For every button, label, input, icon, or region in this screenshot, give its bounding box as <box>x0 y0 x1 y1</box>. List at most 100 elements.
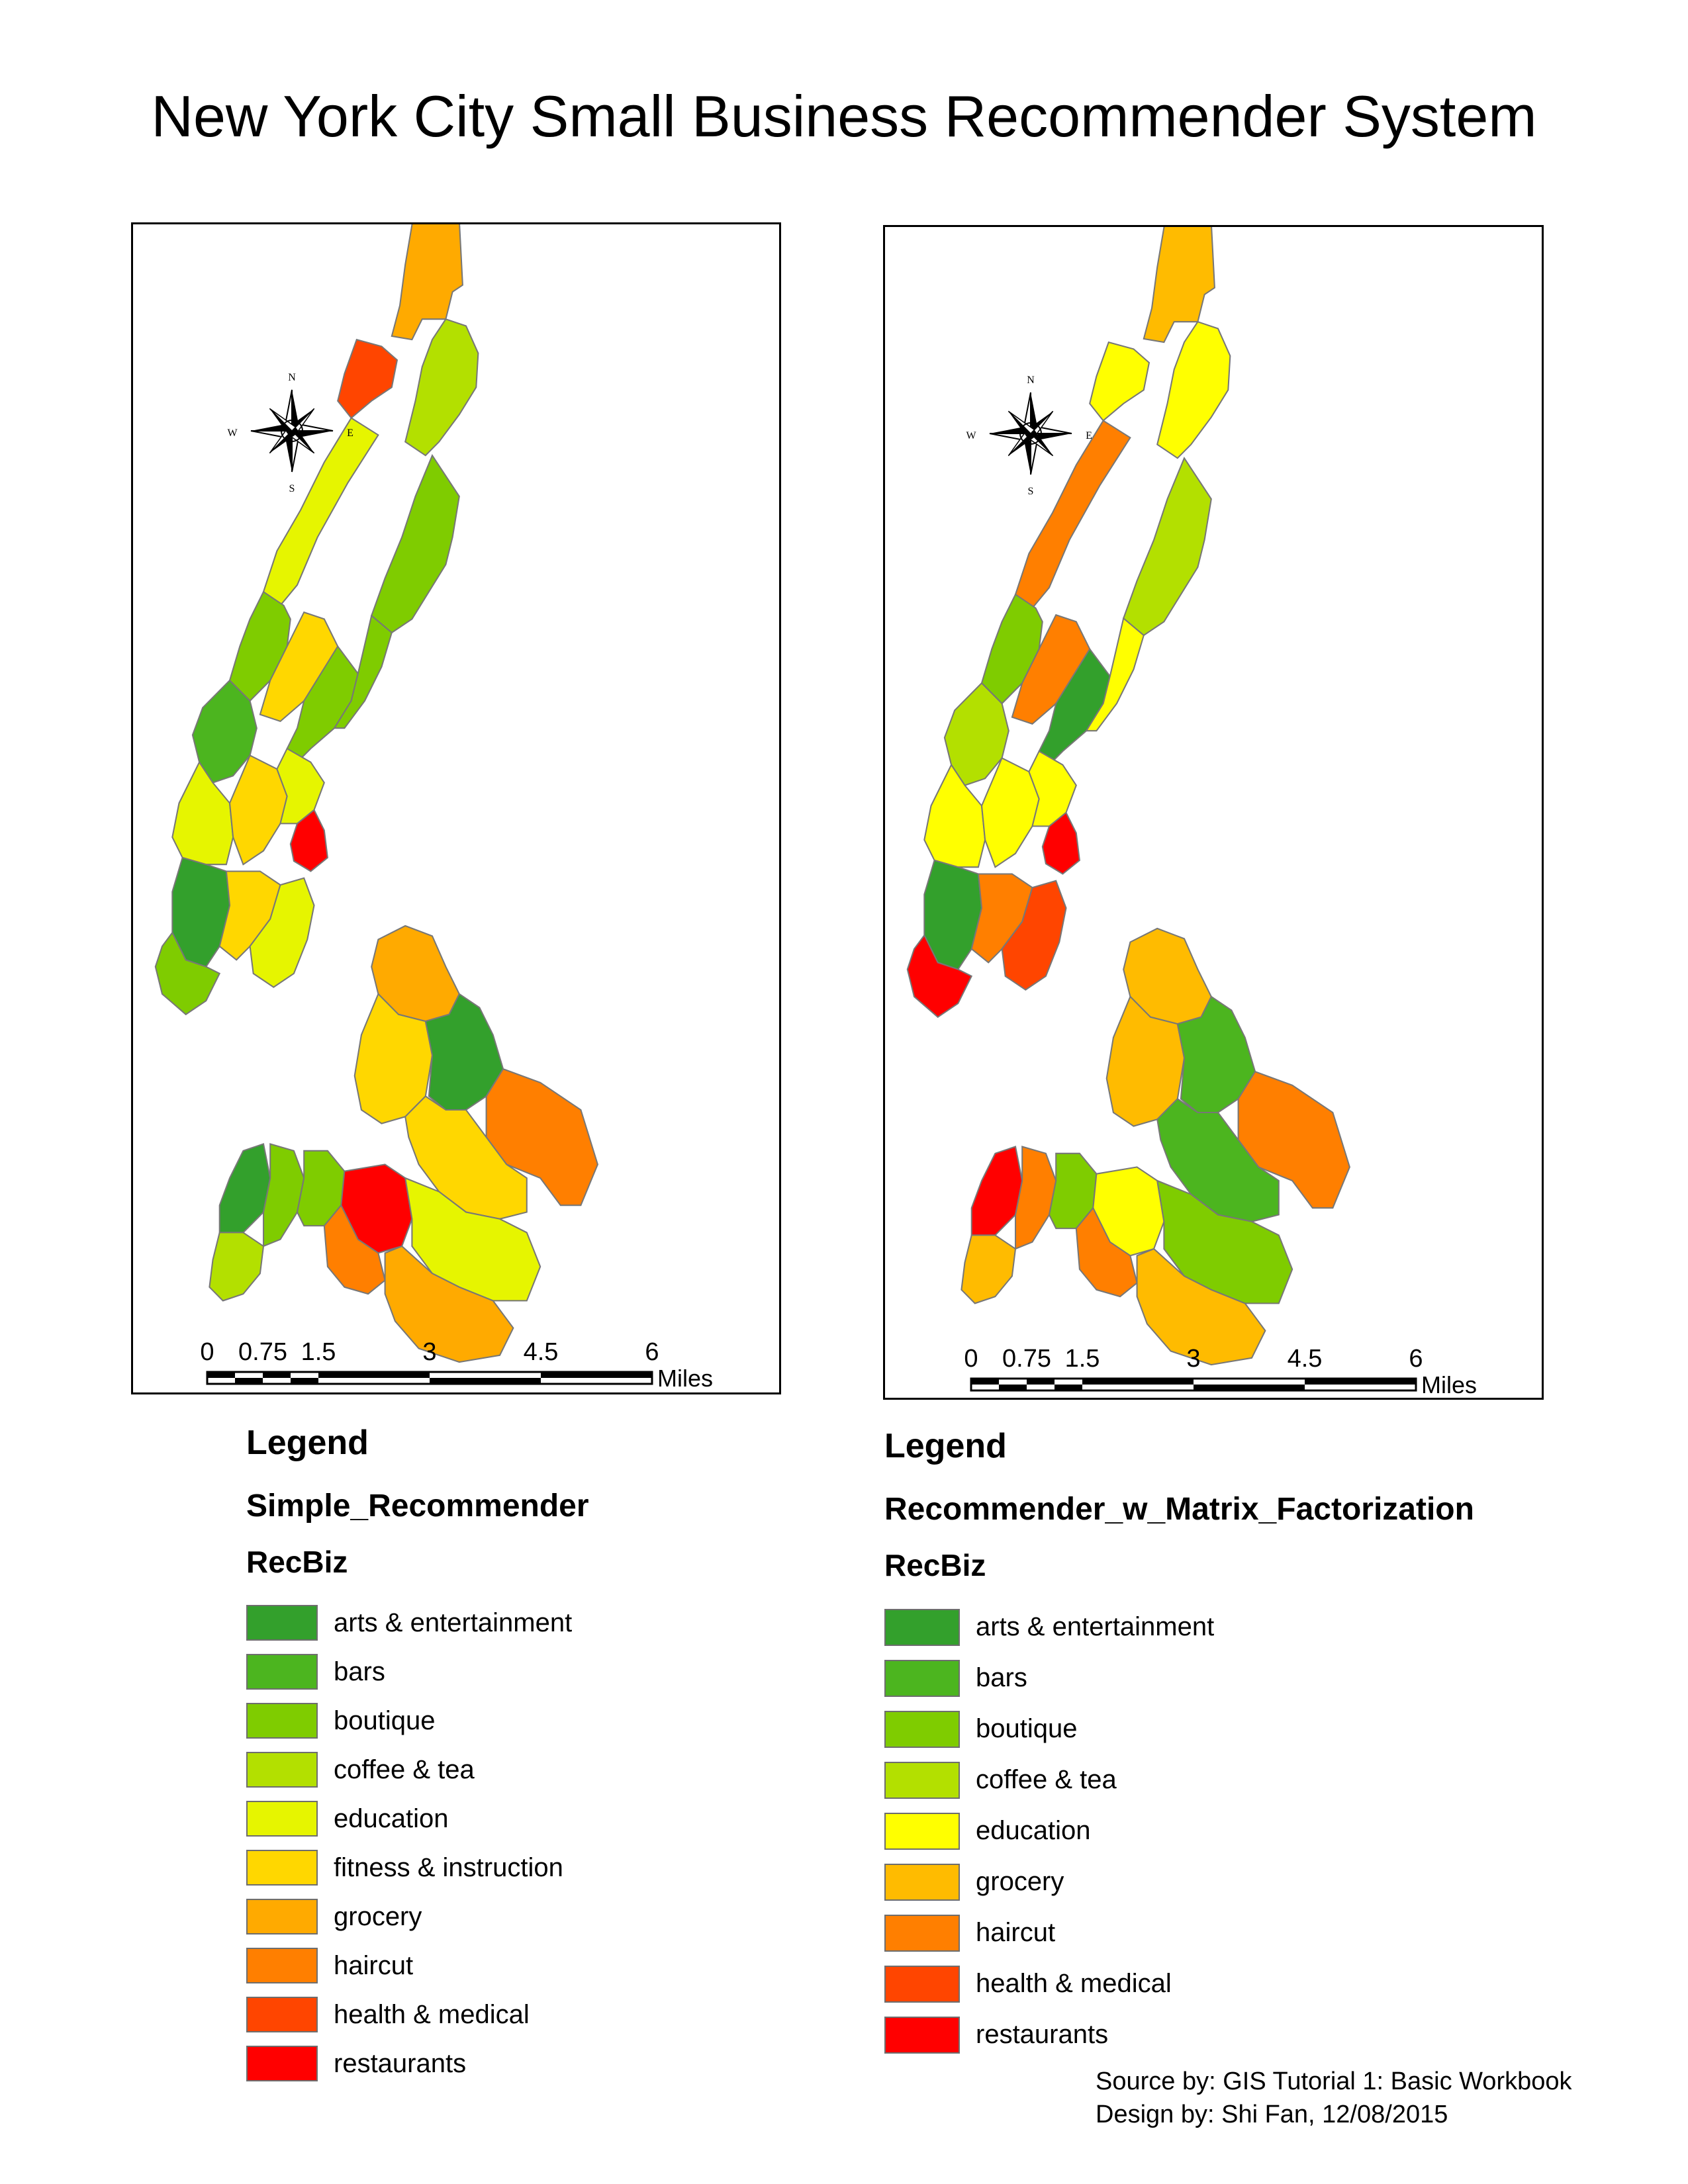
legend-swatch <box>884 1812 960 1850</box>
map-region[interactable] <box>171 760 234 866</box>
compass-label-n: N <box>1027 375 1035 386</box>
map-region[interactable] <box>370 454 460 634</box>
legend-item: coffee & tea <box>246 1745 589 1794</box>
map-region[interactable] <box>384 1245 514 1363</box>
scale-tick-label: 0.75 <box>238 1338 287 1366</box>
map-region[interactable] <box>228 590 291 702</box>
map-region[interactable] <box>1143 227 1215 343</box>
legend-field-name: RecBiz <box>246 1545 348 1579</box>
map-region[interactable] <box>154 931 221 1016</box>
map-region[interactable] <box>1041 811 1080 875</box>
map-region[interactable] <box>337 338 399 420</box>
map-region[interactable] <box>333 614 393 729</box>
map-region[interactable] <box>1156 1098 1280 1222</box>
scale-unit-label: Miles <box>657 1365 713 1392</box>
map-region[interactable] <box>1122 457 1212 637</box>
map-region[interactable] <box>262 1143 305 1248</box>
scale-unit-label: Miles <box>1421 1371 1477 1398</box>
map-region[interactable] <box>262 417 379 607</box>
map-region[interactable] <box>906 934 973 1019</box>
legend-label: education <box>334 1803 449 1833</box>
map-region[interactable] <box>323 1204 386 1295</box>
legend-label: health & medical <box>334 1999 530 2029</box>
scale-tick-label: 4.5 <box>524 1338 559 1366</box>
map-region[interactable] <box>923 763 986 868</box>
legend-label: coffee & tea <box>334 1754 475 1784</box>
map-region[interactable] <box>209 1232 265 1302</box>
legend-swatch <box>246 1654 318 1690</box>
map-region[interactable] <box>961 1234 1017 1304</box>
legend-item: bars <box>884 1653 1474 1704</box>
map-regions <box>906 227 1350 1366</box>
map-frame-matrix[interactable]: N S E W 0 0.75 1.5 3 4.5 6 Miles <box>883 225 1544 1400</box>
scale-tick-label: 0.75 <box>1002 1345 1051 1373</box>
map-region[interactable] <box>1085 617 1145 732</box>
map-region[interactable] <box>1028 750 1077 827</box>
map-region[interactable] <box>485 1068 598 1206</box>
legend-label: grocery <box>334 1901 422 1931</box>
compass-label-e: E <box>347 428 353 439</box>
compass-label-s: S <box>289 483 295 494</box>
map-region[interactable] <box>1156 320 1231 459</box>
map-region[interactable] <box>1089 341 1150 422</box>
map-region[interactable] <box>404 318 479 457</box>
legend-heading: Legend <box>884 1427 1007 1465</box>
map-region[interactable] <box>171 856 231 968</box>
north-arrow-icon <box>989 392 1072 475</box>
map-region[interactable] <box>249 877 315 988</box>
compass-label-s: S <box>1028 486 1034 497</box>
map-region[interactable] <box>191 679 258 784</box>
map-region[interactable] <box>1011 614 1091 725</box>
legend-swatch <box>884 1914 960 1952</box>
map-region[interactable] <box>276 747 325 825</box>
map-region[interactable] <box>289 809 328 872</box>
map-region[interactable] <box>1156 1179 1293 1304</box>
legend-label: health & medical <box>976 1969 1172 1998</box>
legend-label: fitness & instruction <box>334 1852 563 1882</box>
map-region[interactable] <box>970 1146 1023 1236</box>
legend-item: arts & entertainment <box>246 1598 589 1647</box>
legend-heading: Legend <box>246 1424 369 1462</box>
legend-label: grocery <box>976 1867 1064 1896</box>
legend-item: fitness & instruction <box>246 1843 589 1892</box>
legend-item: education <box>246 1794 589 1843</box>
north-arrow-icon <box>250 389 334 473</box>
design-credit: Design by: Shi Fan, 12/08/2015 <box>1096 2101 1448 2128</box>
map-region[interactable] <box>980 593 1043 705</box>
legend-swatch <box>246 1752 318 1788</box>
map-region[interactable] <box>218 1143 271 1234</box>
legend-swatch <box>246 1801 318 1837</box>
legend-swatch <box>884 1965 960 2003</box>
map-region[interactable] <box>259 611 339 723</box>
legend-label: bars <box>976 1663 1027 1692</box>
scale-tick-label: 3 <box>422 1338 436 1366</box>
legend-simple: Legend Simple_Recommender RecBiz arts & … <box>246 1423 589 2088</box>
source-credit: Source by: GIS Tutorial 1: Basic Workboo… <box>1096 2068 1572 2095</box>
map-region[interactable] <box>1075 1206 1138 1298</box>
map-region[interactable] <box>1014 1146 1057 1250</box>
legend-label: boutique <box>976 1714 1078 1743</box>
map-regions <box>154 224 598 1363</box>
scale-tick-label: 6 <box>1409 1345 1423 1373</box>
legend-item: grocery <box>246 1892 589 1941</box>
legend-item: health & medical <box>246 1990 589 2039</box>
credits: Source by: GIS Tutorial 1: Basic Workboo… <box>1096 2065 1572 2131</box>
legend-label: coffee & tea <box>976 1765 1117 1794</box>
map-region[interactable] <box>1237 1070 1350 1209</box>
map-region[interactable] <box>943 682 1009 786</box>
legend-swatch <box>246 1850 318 1886</box>
scale-tick-label: 3 <box>1186 1345 1200 1373</box>
map-region[interactable] <box>923 859 983 970</box>
map-region[interactable] <box>404 1177 541 1302</box>
legend-item: restaurants <box>884 2009 1474 2060</box>
map-frame-simple[interactable]: N S E W 0 0.75 1.5 3 4.5 6 Miles <box>131 222 781 1394</box>
map-region[interactable] <box>1136 1248 1266 1366</box>
legend-swatch <box>884 1659 960 1697</box>
map-region[interactable] <box>1001 880 1067 991</box>
compass-label-w: W <box>227 428 238 439</box>
legend-swatch <box>246 1899 318 1934</box>
map-region[interactable] <box>404 1095 528 1220</box>
map-region[interactable] <box>391 224 463 341</box>
